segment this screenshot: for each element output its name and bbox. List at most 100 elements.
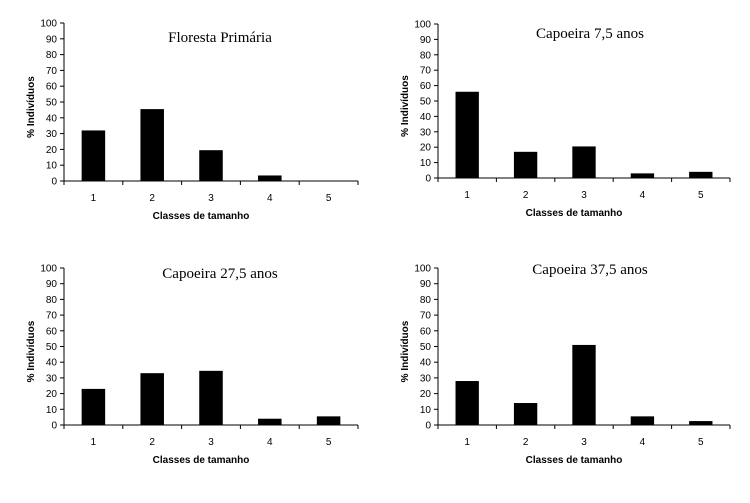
y-tick-label: 60	[420, 81, 432, 92]
bar-class-1	[81, 388, 106, 425]
chart-title: Floresta Primária	[168, 30, 272, 46]
y-tick-label: 70	[46, 311, 58, 322]
y-tick-label: 50	[420, 97, 432, 108]
y-tick-label: 10	[420, 158, 432, 169]
x-tick-label: 3	[208, 437, 214, 448]
y-tick-label: 100	[414, 264, 431, 275]
bar-class-1	[81, 130, 106, 181]
x-axis-title: Classes de tamanho	[526, 208, 623, 219]
y-tick-label: 50	[420, 342, 432, 353]
x-tick-label: 1	[91, 193, 97, 204]
bar-class-4	[258, 418, 282, 425]
y-tick-label: 0	[425, 174, 431, 185]
y-tick-label: 0	[51, 421, 57, 432]
x-tick-label: 5	[326, 437, 332, 448]
bar-class-5	[689, 171, 713, 178]
y-tick-label: 40	[420, 358, 432, 369]
y-tick-label: 20	[46, 145, 58, 156]
x-tick-label: 5	[698, 437, 704, 448]
x-axis-title: Classes de tamanho	[153, 211, 250, 222]
y-tick-label: 100	[40, 19, 57, 30]
bar-class-5	[316, 416, 341, 425]
y-tick-label: 80	[46, 50, 58, 61]
y-tick-label: 30	[46, 129, 58, 140]
chart-panel-2: Capoeira 7,5 anos 0 10 20 30 40 50 60 70 80 90 100 1…	[400, 20, 731, 219]
y-tick-label: 90	[46, 279, 58, 290]
chart-panel-1: Floresta Primária 0 10 20 30 40 50 60 70 80 90 100 1…	[26, 19, 359, 222]
bar-class-2	[140, 109, 164, 181]
y-axis-title: % Indivíduos	[26, 76, 37, 138]
y-tick-label: 30	[420, 127, 432, 138]
x-tick-label: 1	[91, 437, 97, 448]
x-axis-title: Classes de tamanho	[153, 455, 250, 466]
chart-title: Capoeira 27,5 anos	[162, 266, 278, 282]
x-tick-label: 4	[640, 190, 646, 201]
y-tick-label: 50	[46, 98, 58, 109]
x-tick-label: 2	[149, 193, 155, 204]
x-tick-label: 1	[464, 437, 470, 448]
y-axis-title: % Indivíduos	[400, 320, 411, 382]
y-axis-title: % Indivíduos	[400, 75, 411, 137]
y-tick-label: 10	[420, 405, 432, 416]
chart-title: Capoeira 7,5 anos	[536, 26, 644, 42]
y-tick-label: 40	[46, 358, 58, 369]
chart-title: Capoeira 37,5 anos	[532, 262, 648, 278]
y-tick-label: 30	[46, 373, 58, 384]
y-tick-label: 80	[420, 50, 432, 61]
bar-class-5	[689, 421, 713, 425]
bar-class-3	[572, 344, 596, 425]
x-tick-label: 3	[208, 193, 214, 204]
y-tick-label: 10	[46, 161, 58, 172]
y-tick-label: 90	[420, 35, 432, 46]
x-tick-label: 5	[698, 190, 704, 201]
x-axis-title: Classes de tamanho	[526, 455, 623, 466]
bar-class-3	[572, 146, 596, 178]
x-tick-label: 1	[464, 190, 470, 201]
y-tick-label: 100	[40, 264, 57, 275]
y-tick-label: 60	[420, 326, 432, 337]
y-tick-label: 60	[46, 326, 58, 337]
bar-class-2	[513, 403, 538, 425]
y-tick-label: 50	[46, 342, 58, 353]
y-tick-label: 70	[420, 311, 432, 322]
bar-class-2	[140, 373, 164, 425]
bar-class-2	[513, 151, 538, 178]
y-tick-label: 70	[46, 66, 58, 77]
chart-panel-4: Capoeira 37,5 anos 0 10 20 30 40 50 60 70 80 90 100…	[400, 262, 731, 466]
bar-class-1	[455, 381, 479, 425]
bar-class-1	[455, 91, 479, 178]
y-tick-label: 70	[420, 66, 432, 77]
y-tick-label: 20	[46, 389, 58, 400]
x-tick-label: 4	[267, 193, 273, 204]
x-tick-label: 4	[640, 437, 646, 448]
bar-class-4	[258, 175, 282, 181]
y-tick-label: 20	[420, 389, 432, 400]
x-tick-label: 2	[523, 190, 529, 201]
y-tick-label: 100	[414, 20, 431, 31]
chart-panel-3: Capoeira 27,5 anos 0 10 20 30 40 50 60 70 80 90 100…	[26, 264, 359, 466]
y-tick-label: 90	[46, 34, 58, 45]
y-axis-title: % Indivíduos	[26, 320, 37, 382]
y-tick-label: 90	[420, 279, 432, 290]
y-tick-label: 20	[420, 143, 432, 154]
x-tick-label: 5	[326, 193, 332, 204]
y-tick-label: 60	[46, 82, 58, 93]
y-tick-label: 80	[420, 295, 432, 306]
x-tick-label: 2	[523, 437, 529, 448]
bar-class-3	[199, 150, 223, 181]
y-tick-label: 0	[51, 177, 57, 188]
bar-class-3	[199, 370, 223, 425]
x-tick-label: 2	[149, 437, 155, 448]
bar-class-4	[630, 173, 655, 178]
y-tick-label: 10	[46, 405, 58, 416]
x-tick-label: 3	[581, 190, 587, 201]
y-tick-label: 40	[420, 112, 432, 123]
bar-class-4	[630, 416, 655, 425]
x-tick-label: 3	[581, 437, 587, 448]
y-tick-label: 30	[420, 373, 432, 384]
y-tick-label: 40	[46, 113, 58, 124]
x-tick-label: 4	[267, 437, 273, 448]
y-tick-label: 0	[425, 421, 431, 432]
y-tick-label: 80	[46, 295, 58, 306]
